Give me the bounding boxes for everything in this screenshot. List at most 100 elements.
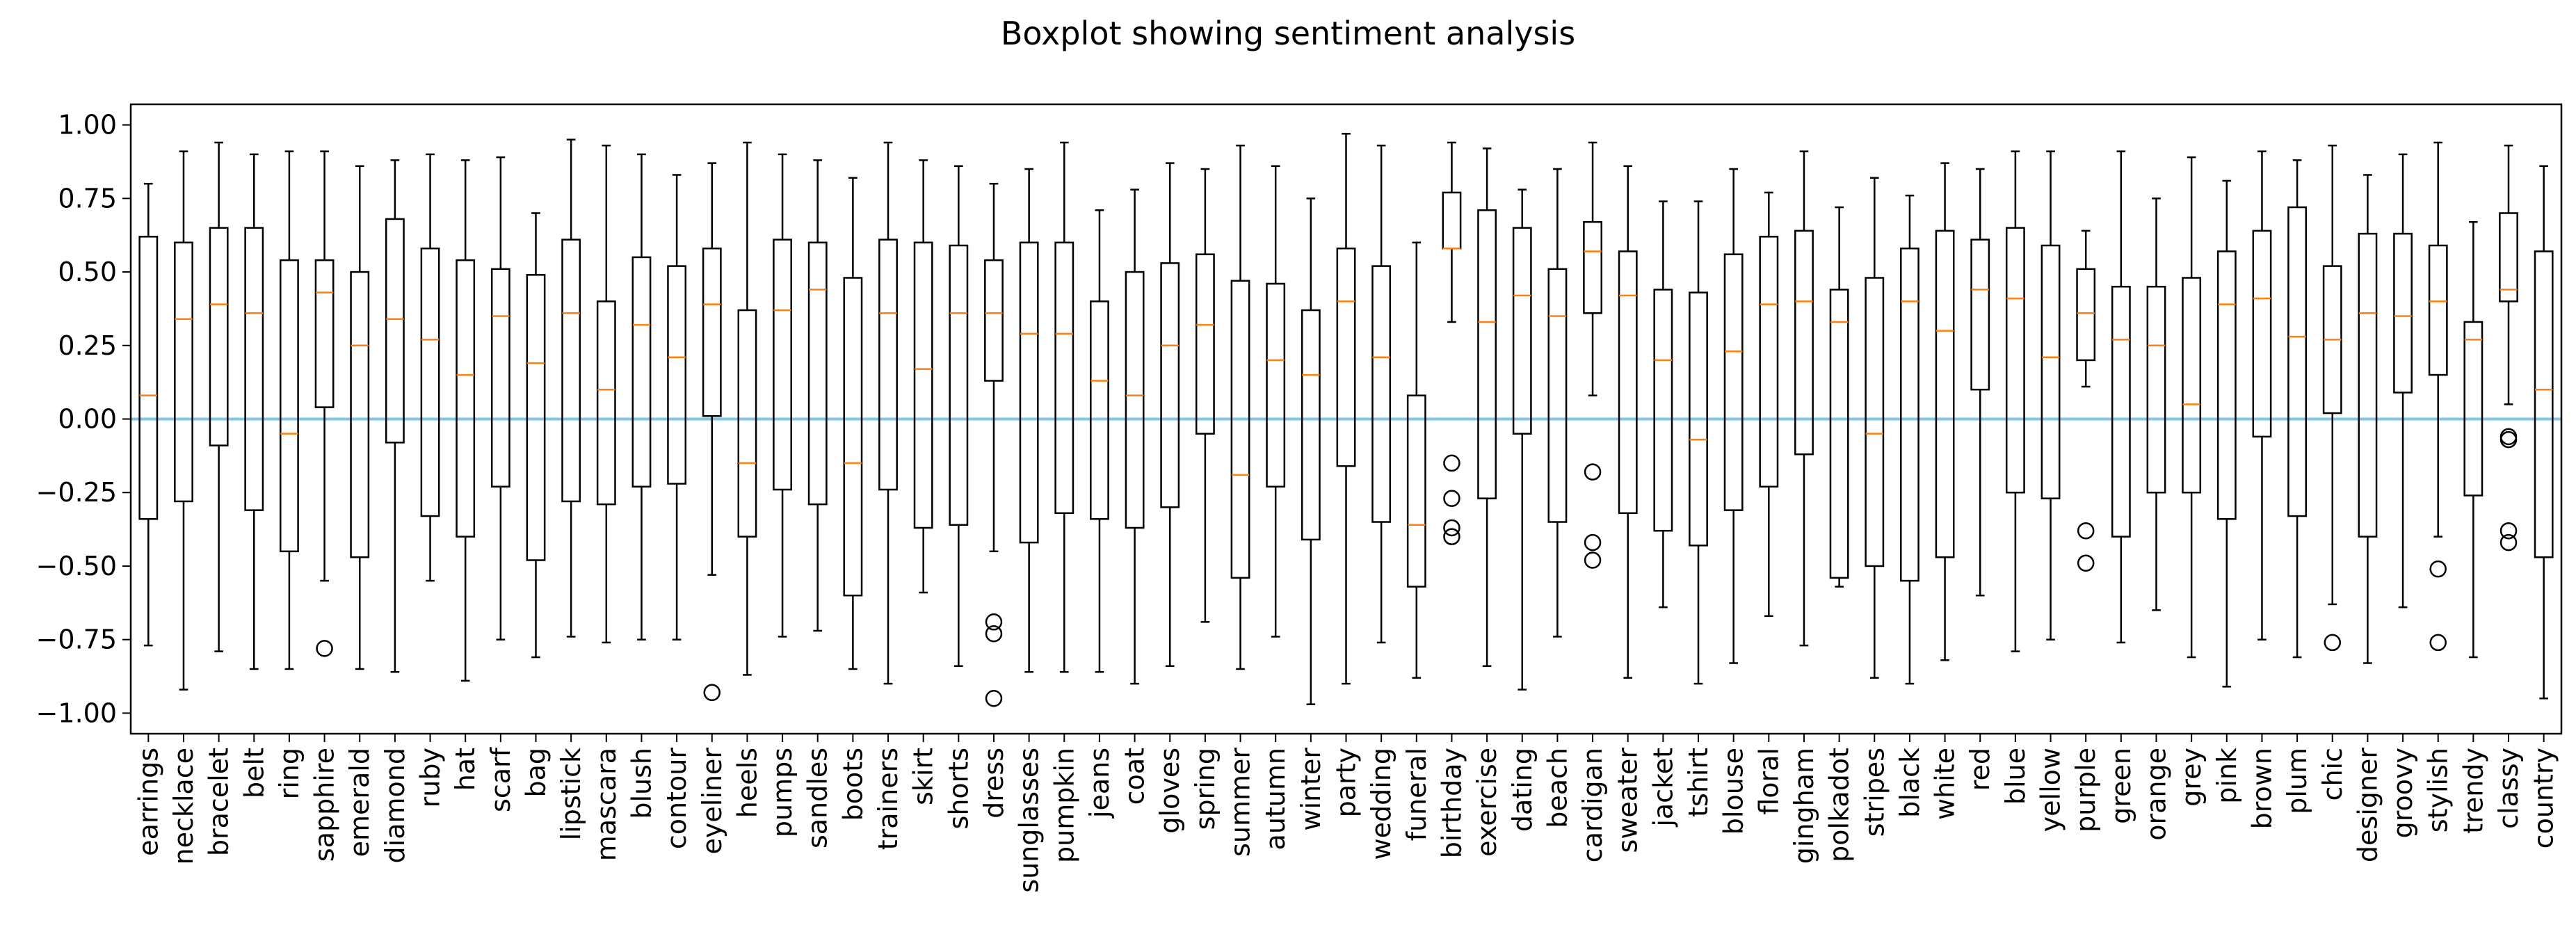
box	[1336, 247, 1356, 467]
x-tick-label: blue	[2000, 748, 2031, 805]
x-tick-label: purple	[2070, 748, 2101, 832]
flier-point	[1584, 533, 1602, 551]
x-tick-label: designer	[2352, 748, 2383, 862]
x-tick-label: groovy	[2388, 748, 2418, 838]
box	[702, 247, 722, 417]
x-tick-label: skirt	[908, 748, 939, 805]
x-tick-label: tshirt	[1683, 748, 1714, 817]
box	[1160, 262, 1180, 508]
box	[737, 309, 757, 538]
flier-point	[2324, 634, 2342, 652]
flier-point	[316, 640, 333, 657]
box	[2182, 277, 2202, 494]
box	[350, 271, 370, 558]
box	[2428, 244, 2448, 376]
chart-title: Boxplot showing sentiment analysis	[1001, 15, 1575, 52]
box	[174, 241, 193, 503]
flier-point	[1443, 490, 1460, 507]
x-tick-label: gloves	[1154, 748, 1185, 834]
x-tick-label: sweater	[1613, 748, 1643, 853]
box	[878, 239, 898, 491]
flier-point	[2499, 522, 2518, 540]
flier-point	[1443, 528, 1460, 545]
x-tick-label: blouse	[1718, 748, 1749, 835]
box	[420, 247, 440, 517]
box	[1230, 280, 1250, 579]
y-tick-label: −1.00	[36, 698, 117, 728]
axes-frame	[129, 103, 2563, 735]
x-tick-label: orange	[2141, 748, 2172, 841]
x-tick-label: funeral	[1401, 748, 1432, 841]
x-tick-label: grey	[2176, 748, 2207, 807]
box	[773, 239, 792, 491]
x-tick-label: emerald	[344, 748, 375, 857]
x-tick-label: winter	[1296, 748, 1326, 831]
x-tick-label: trainers	[873, 748, 903, 850]
x-tick-label: sapphire	[309, 748, 340, 862]
box	[843, 277, 863, 597]
x-tick-label: ruby	[415, 748, 446, 807]
x-tick-label: exercise	[1472, 748, 1502, 857]
flier-point	[2499, 430, 2518, 449]
x-tick-label: cardigan	[1577, 748, 1608, 862]
x-tick-label: eyeliner	[697, 748, 727, 855]
x-tick-label: black	[1894, 748, 1925, 818]
x-tick-label: blush	[626, 748, 657, 819]
x-tick-label: chic	[2317, 748, 2348, 800]
y-tick-label: −0.75	[36, 625, 117, 655]
x-tick-label: stripes	[1859, 748, 1890, 837]
flier-point	[703, 684, 721, 702]
y-tick-label: 1.00	[58, 110, 117, 140]
flier-point	[1443, 519, 1460, 537]
box	[526, 274, 546, 561]
box	[1547, 268, 1568, 523]
box	[807, 241, 828, 506]
x-tick-label: ring	[274, 748, 305, 799]
box	[1512, 227, 1532, 435]
y-tick-label: 0.75	[58, 183, 117, 214]
x-tick-label: spring	[1190, 748, 1221, 830]
box	[1301, 309, 1321, 541]
box	[1442, 191, 1462, 250]
x-tick-label: trendy	[2458, 748, 2488, 834]
x-tick-label: red	[1965, 748, 1995, 791]
x-tick-label: sunglasses	[1014, 748, 1045, 893]
box	[2146, 285, 2166, 494]
box	[1653, 289, 1673, 532]
x-tick-label: jeans	[1084, 748, 1115, 819]
x-tick-label: dress	[979, 748, 1009, 819]
box	[490, 268, 510, 488]
box	[631, 256, 652, 488]
box	[1583, 220, 1602, 314]
box	[561, 239, 581, 503]
box	[1019, 241, 1039, 544]
box	[949, 244, 969, 526]
box	[1054, 241, 1074, 515]
x-tick-label: yellow	[2036, 748, 2066, 832]
x-tick-label: shorts	[943, 748, 974, 829]
box	[456, 259, 476, 538]
x-tick-label: dating	[1507, 748, 1538, 832]
x-tick-label: lipstick	[556, 748, 586, 840]
box	[2040, 244, 2061, 499]
box	[280, 259, 299, 553]
box	[2111, 285, 2131, 538]
x-tick-label: country	[2529, 748, 2559, 848]
flier-point	[985, 625, 1003, 643]
box	[138, 236, 159, 520]
box	[385, 218, 405, 444]
box	[1266, 282, 1286, 488]
box	[1371, 265, 1392, 523]
box	[2393, 232, 2413, 394]
x-tick-label: necklace	[168, 748, 199, 864]
x-tick-label: pink	[2212, 748, 2242, 804]
x-tick-label: classy	[2493, 748, 2524, 829]
flier-point	[1584, 551, 1602, 569]
flier-point	[2077, 522, 2095, 540]
box	[667, 265, 687, 485]
flier-point	[2429, 634, 2447, 652]
x-tick-label: summer	[1225, 748, 1256, 857]
plot-area: −1.00 −0.75 −0.50 −0.25 0.00 0.25 0.50 0.75 1.00…	[36, 103, 2563, 893]
box	[209, 227, 229, 446]
